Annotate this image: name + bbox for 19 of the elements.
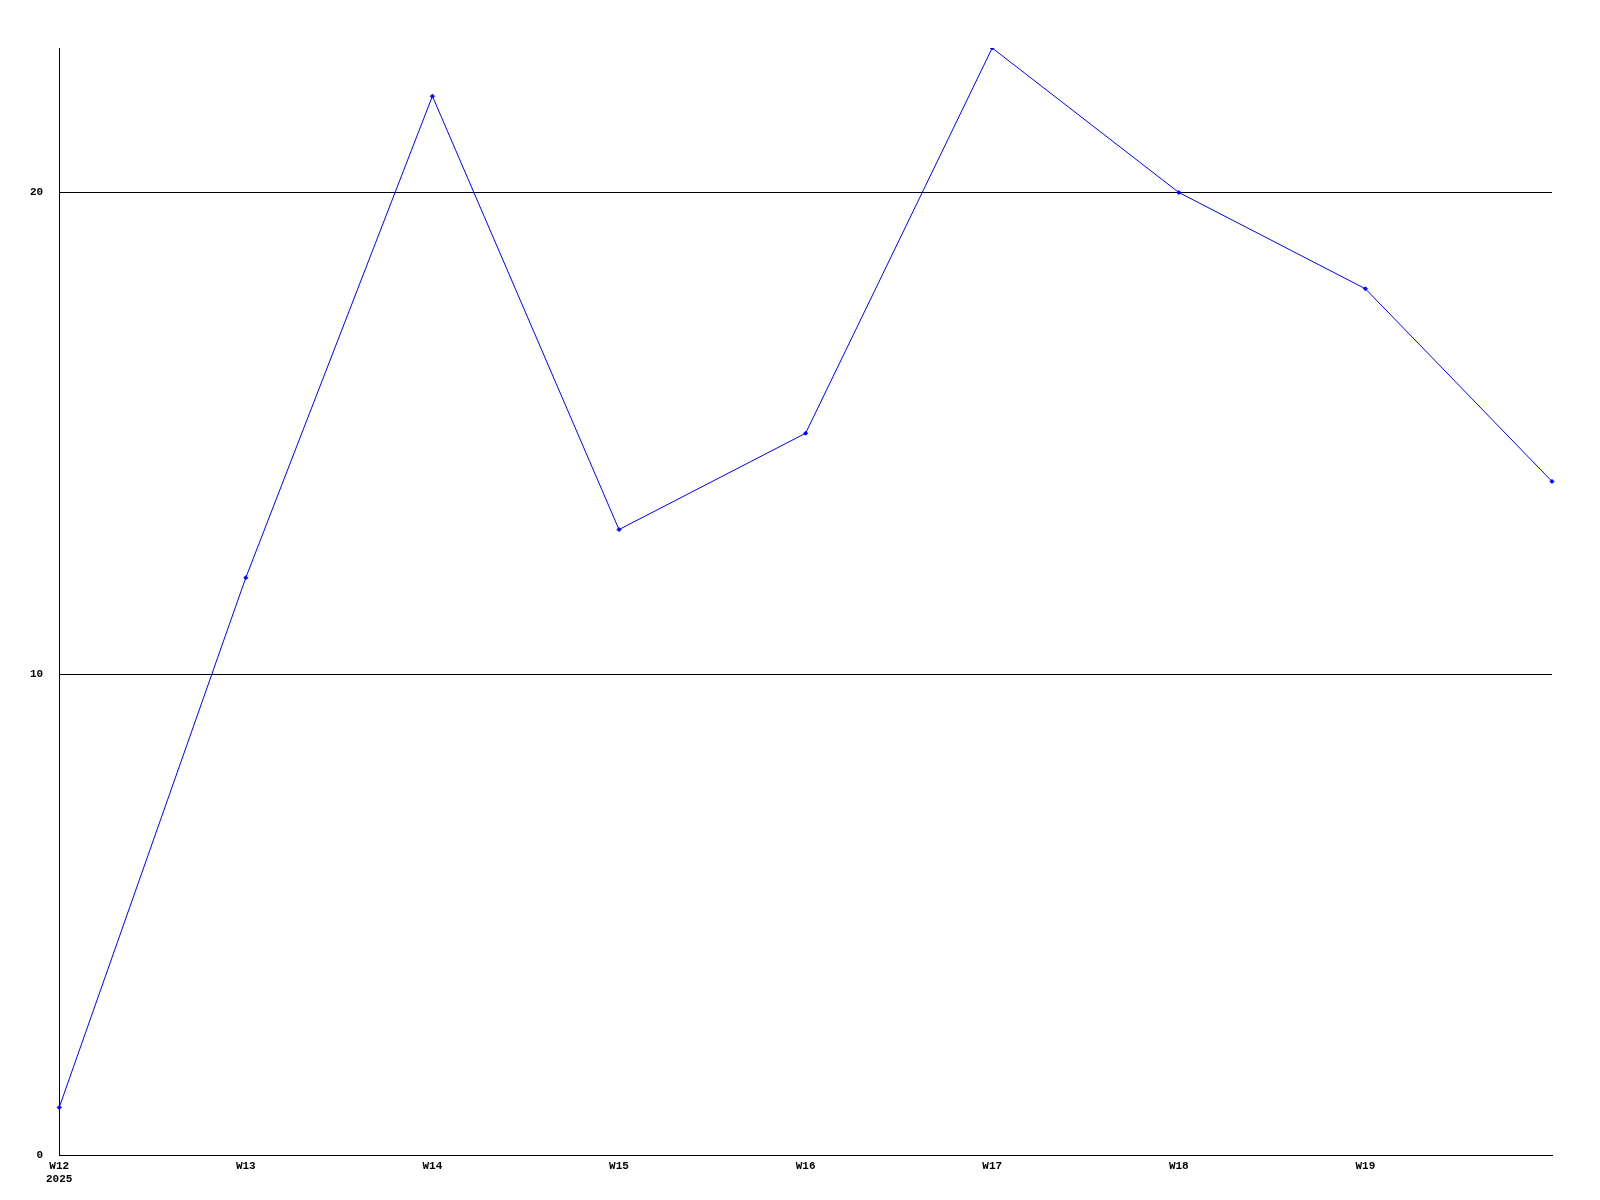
x-tick-label: W19 <box>1355 1159 1376 1172</box>
x-tick-label: W13 <box>235 1159 257 1172</box>
point <box>616 527 622 533</box>
point <box>56 1104 62 1110</box>
point <box>1362 286 1368 292</box>
x-tick-label: W18 <box>1168 1159 1190 1172</box>
y-tick-label: 20 <box>30 186 44 199</box>
y-tick-label: 10 <box>30 667 44 680</box>
x-tick-label: W17 <box>982 1159 1003 1172</box>
point <box>243 575 249 581</box>
x-tick-label: W14 <box>422 1159 443 1172</box>
point <box>1176 189 1182 195</box>
point <box>429 93 435 99</box>
x-tick-label: W12 2025 <box>46 1159 73 1186</box>
y-tick-label: 0 <box>36 1149 44 1162</box>
point <box>803 430 809 436</box>
x-tick-label: W15 <box>609 1159 630 1172</box>
point <box>1549 478 1555 484</box>
x-tick-label: W16 <box>795 1159 816 1172</box>
